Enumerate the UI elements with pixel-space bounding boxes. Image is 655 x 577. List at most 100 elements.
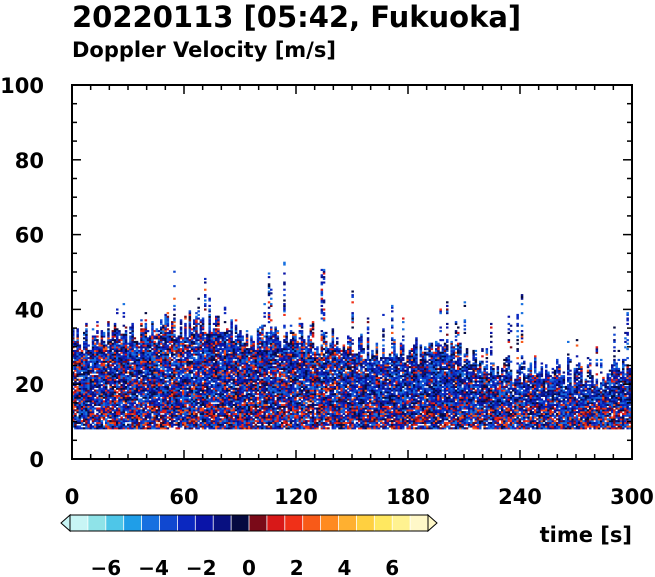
velocity-cell [135, 371, 139, 374]
velocity-cell [105, 412, 108, 415]
velocity-cell [83, 362, 86, 365]
velocity-cell [206, 344, 209, 347]
velocity-cell [160, 322, 163, 325]
velocity-cell [149, 411, 152, 414]
velocity-cell [281, 385, 284, 388]
velocity-cell [245, 405, 249, 408]
velocity-cell [129, 420, 132, 423]
velocity-cell [259, 420, 262, 423]
velocity-cell [276, 380, 280, 383]
velocity-cell [241, 391, 244, 394]
velocity-cell [151, 342, 154, 345]
velocity-cell [237, 349, 240, 352]
velocity-cell [80, 378, 84, 381]
velocity-cell [149, 409, 152, 412]
velocity-cell [179, 380, 183, 383]
velocity-cell [173, 405, 176, 408]
velocity-cell [107, 324, 110, 327]
velocity-cell [267, 416, 271, 419]
velocity-cell [157, 369, 161, 372]
plot-area [71, 84, 633, 460]
velocity-cell [267, 286, 271, 289]
velocity-cell [87, 421, 90, 424]
velocity-cell [199, 425, 203, 428]
velocity-cell [283, 358, 286, 361]
velocity-cell [193, 414, 196, 417]
velocity-cell [76, 337, 79, 340]
velocity-cell [102, 364, 106, 367]
velocity-cell [199, 403, 203, 406]
velocity-cell [199, 380, 203, 383]
velocity-cell [193, 375, 196, 378]
velocity-cell [230, 344, 233, 347]
velocity-cell [208, 382, 211, 385]
velocity-cell [144, 349, 148, 352]
velocity-cell [80, 398, 84, 401]
velocity-cell [261, 375, 264, 378]
velocity-cell [245, 409, 249, 412]
velocity-cell [234, 398, 238, 401]
velocity-cell [259, 416, 262, 419]
velocity-cell [276, 403, 280, 406]
velocity-cell [155, 391, 159, 394]
velocity-cell [270, 333, 273, 336]
velocity-cell [199, 384, 203, 387]
velocity-cell [133, 337, 137, 340]
velocity-cell [252, 366, 255, 369]
velocity-cell [245, 333, 249, 336]
velocity-cell [91, 387, 95, 390]
velocity-cell [221, 403, 225, 406]
velocity-cell [131, 394, 134, 397]
velocity-cell [102, 331, 106, 334]
velocity-cell [120, 420, 123, 423]
velocity-cell [215, 378, 218, 381]
velocity-cell [113, 425, 117, 428]
velocity-cell [98, 396, 101, 399]
velocity-cell [272, 358, 275, 361]
velocity-cell [199, 364, 203, 367]
velocity-cell [171, 385, 174, 388]
velocity-cell [237, 396, 240, 399]
velocity-cell [91, 342, 95, 345]
velocity-cell [171, 412, 174, 415]
velocity-cell [155, 405, 159, 408]
velocity-cell [270, 357, 273, 360]
velocity-cell [164, 339, 167, 342]
velocity-cell [127, 393, 130, 396]
velocity-cell [173, 411, 176, 414]
velocity-cell [124, 340, 128, 343]
velocity-cell [221, 380, 225, 383]
velocity-cell [133, 427, 137, 430]
velocity-cell [85, 416, 88, 419]
velocity-cell [208, 376, 211, 379]
velocity-cell [281, 405, 284, 408]
velocity-cell [173, 348, 176, 351]
velocity-cell [267, 402, 271, 405]
velocity-cell [217, 348, 220, 351]
velocity-cell [173, 364, 176, 367]
velocity-cell [100, 348, 104, 351]
velocity-cell [219, 403, 222, 406]
velocity-cell [270, 360, 273, 363]
velocity-cell [201, 393, 205, 396]
velocity-cell [250, 402, 253, 405]
velocity-cell [270, 394, 273, 397]
velocity-cell [113, 342, 117, 345]
velocity-cell [210, 412, 214, 415]
velocity-cell [206, 373, 209, 376]
velocity-cell [89, 353, 93, 356]
velocity-cell [151, 324, 154, 327]
velocity-cell [146, 400, 150, 403]
velocity-cell [190, 333, 194, 336]
velocity-cell [204, 411, 207, 414]
velocity-cell [94, 362, 97, 365]
velocity-cell [261, 333, 264, 336]
velocity-cell [122, 364, 126, 367]
velocity-cell [76, 358, 79, 361]
velocity-cell [127, 416, 130, 419]
velocity-cell [105, 373, 108, 376]
velocity-cell [94, 349, 97, 352]
velocity-cell [102, 394, 106, 397]
velocity-cell [168, 362, 172, 365]
velocity-cell [188, 313, 192, 316]
